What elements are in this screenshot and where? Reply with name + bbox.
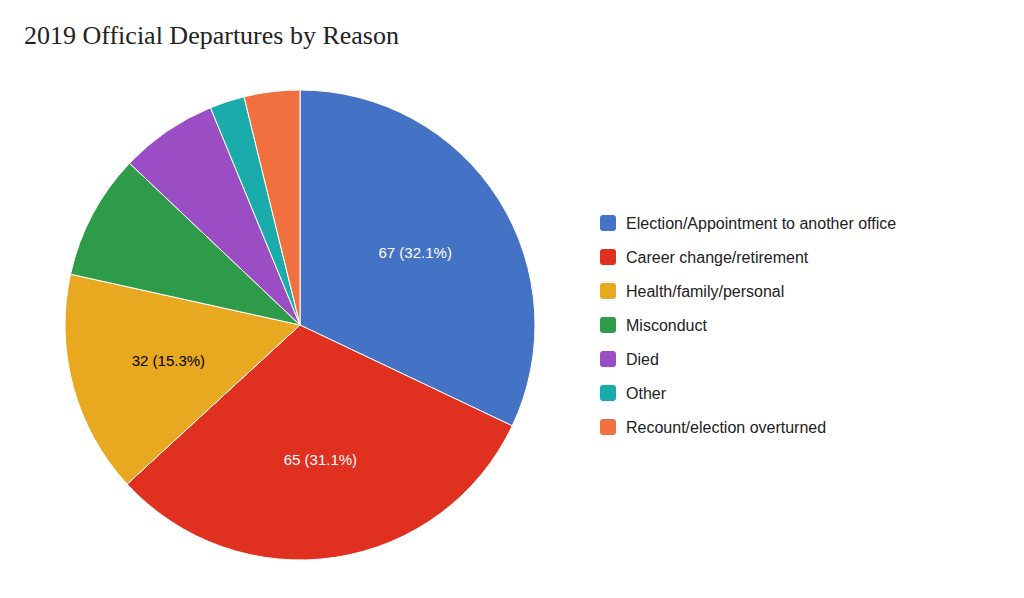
- legend-swatch: [600, 385, 616, 401]
- legend-entry: Election/Appointment to another office: [626, 215, 896, 232]
- chart-container: 2019 Official Departures by Reason 67 (32…: [0, 0, 1024, 598]
- data-label: 32 (15.3%): [132, 352, 205, 369]
- title: 2019 Official Departures by Reason: [24, 21, 399, 50]
- slice: [127, 325, 512, 560]
- legend: Election/Appointment to another office Ca…: [600, 215, 896, 436]
- legend-swatch: [600, 283, 616, 299]
- legend-entry: Misconduct: [626, 317, 707, 334]
- data-labels: 67 (32.1%) 65 (31.1%) 32 (15.3%): [132, 244, 452, 469]
- data-label: 67 (32.1%): [379, 244, 452, 261]
- legend-entry: Career change/retirement: [626, 249, 809, 266]
- slice: [244, 90, 300, 325]
- legend-swatch: [600, 249, 616, 265]
- legend-swatch: [600, 419, 616, 435]
- legend-entry: Health/family/personal: [626, 283, 784, 300]
- legend-entry: Died: [626, 351, 659, 368]
- data-label: 65 (31.1%): [284, 451, 357, 468]
- legend-entry: Recount/election overturned: [626, 419, 826, 436]
- legend-swatch: [600, 215, 616, 231]
- chart: 2019 Official Departures by Reason 67 (32…: [0, 0, 1024, 598]
- legend-swatch: [600, 317, 616, 333]
- legend-entry: Other: [626, 385, 667, 402]
- legend-swatch: [600, 351, 616, 367]
- pie: [65, 90, 535, 560]
